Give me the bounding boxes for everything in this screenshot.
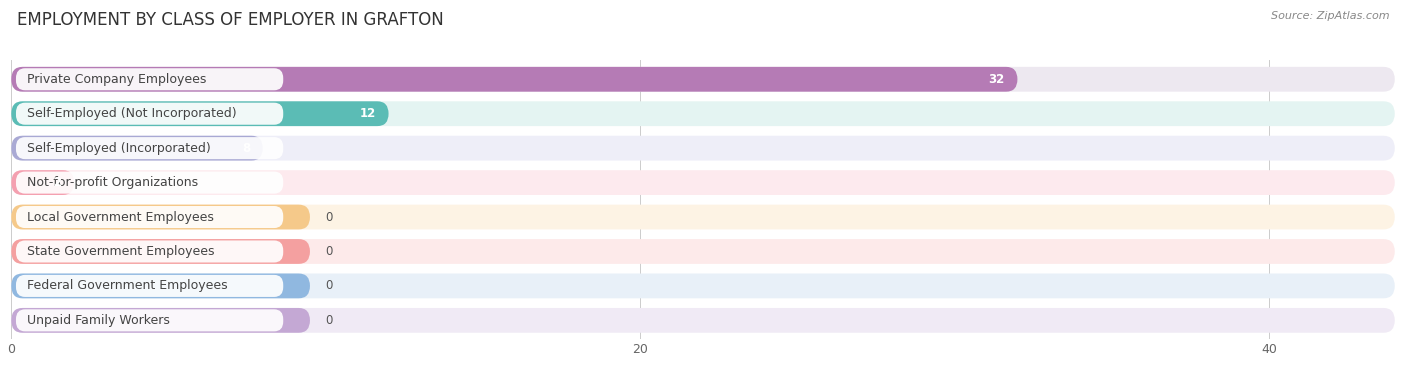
FancyBboxPatch shape	[15, 172, 283, 194]
Text: Self-Employed (Incorporated): Self-Employed (Incorporated)	[27, 142, 211, 155]
FancyBboxPatch shape	[15, 206, 283, 228]
FancyBboxPatch shape	[11, 239, 1395, 264]
FancyBboxPatch shape	[11, 67, 1395, 92]
Text: Self-Employed (Not Incorporated): Self-Employed (Not Incorporated)	[27, 107, 236, 120]
FancyBboxPatch shape	[11, 308, 309, 333]
Text: Source: ZipAtlas.com: Source: ZipAtlas.com	[1271, 11, 1389, 21]
FancyBboxPatch shape	[15, 137, 283, 159]
FancyBboxPatch shape	[11, 274, 1395, 298]
Text: State Government Employees: State Government Employees	[27, 245, 215, 258]
FancyBboxPatch shape	[11, 205, 309, 230]
Text: Federal Government Employees: Federal Government Employees	[27, 279, 228, 293]
Text: Not-for-profit Organizations: Not-for-profit Organizations	[27, 176, 198, 189]
Text: 0: 0	[326, 279, 333, 293]
FancyBboxPatch shape	[11, 136, 1395, 161]
FancyBboxPatch shape	[11, 101, 1395, 126]
Text: 2: 2	[53, 176, 62, 189]
Text: Unpaid Family Workers: Unpaid Family Workers	[27, 314, 170, 327]
FancyBboxPatch shape	[11, 274, 309, 298]
FancyBboxPatch shape	[11, 170, 1395, 195]
FancyBboxPatch shape	[15, 241, 283, 262]
Text: 32: 32	[988, 73, 1005, 86]
FancyBboxPatch shape	[11, 101, 388, 126]
FancyBboxPatch shape	[11, 170, 75, 195]
Text: EMPLOYMENT BY CLASS OF EMPLOYER IN GRAFTON: EMPLOYMENT BY CLASS OF EMPLOYER IN GRAFT…	[17, 11, 444, 29]
FancyBboxPatch shape	[11, 308, 1395, 333]
Text: Local Government Employees: Local Government Employees	[27, 210, 214, 224]
FancyBboxPatch shape	[11, 67, 1018, 92]
FancyBboxPatch shape	[15, 275, 283, 297]
Text: 0: 0	[326, 210, 333, 224]
Text: Private Company Employees: Private Company Employees	[27, 73, 207, 86]
Text: 0: 0	[326, 245, 333, 258]
FancyBboxPatch shape	[11, 205, 1395, 230]
FancyBboxPatch shape	[11, 239, 309, 264]
FancyBboxPatch shape	[15, 68, 283, 90]
Text: 12: 12	[360, 107, 375, 120]
Text: 8: 8	[242, 142, 250, 155]
FancyBboxPatch shape	[11, 136, 263, 161]
FancyBboxPatch shape	[15, 103, 283, 125]
FancyBboxPatch shape	[15, 310, 283, 331]
Text: 0: 0	[326, 314, 333, 327]
